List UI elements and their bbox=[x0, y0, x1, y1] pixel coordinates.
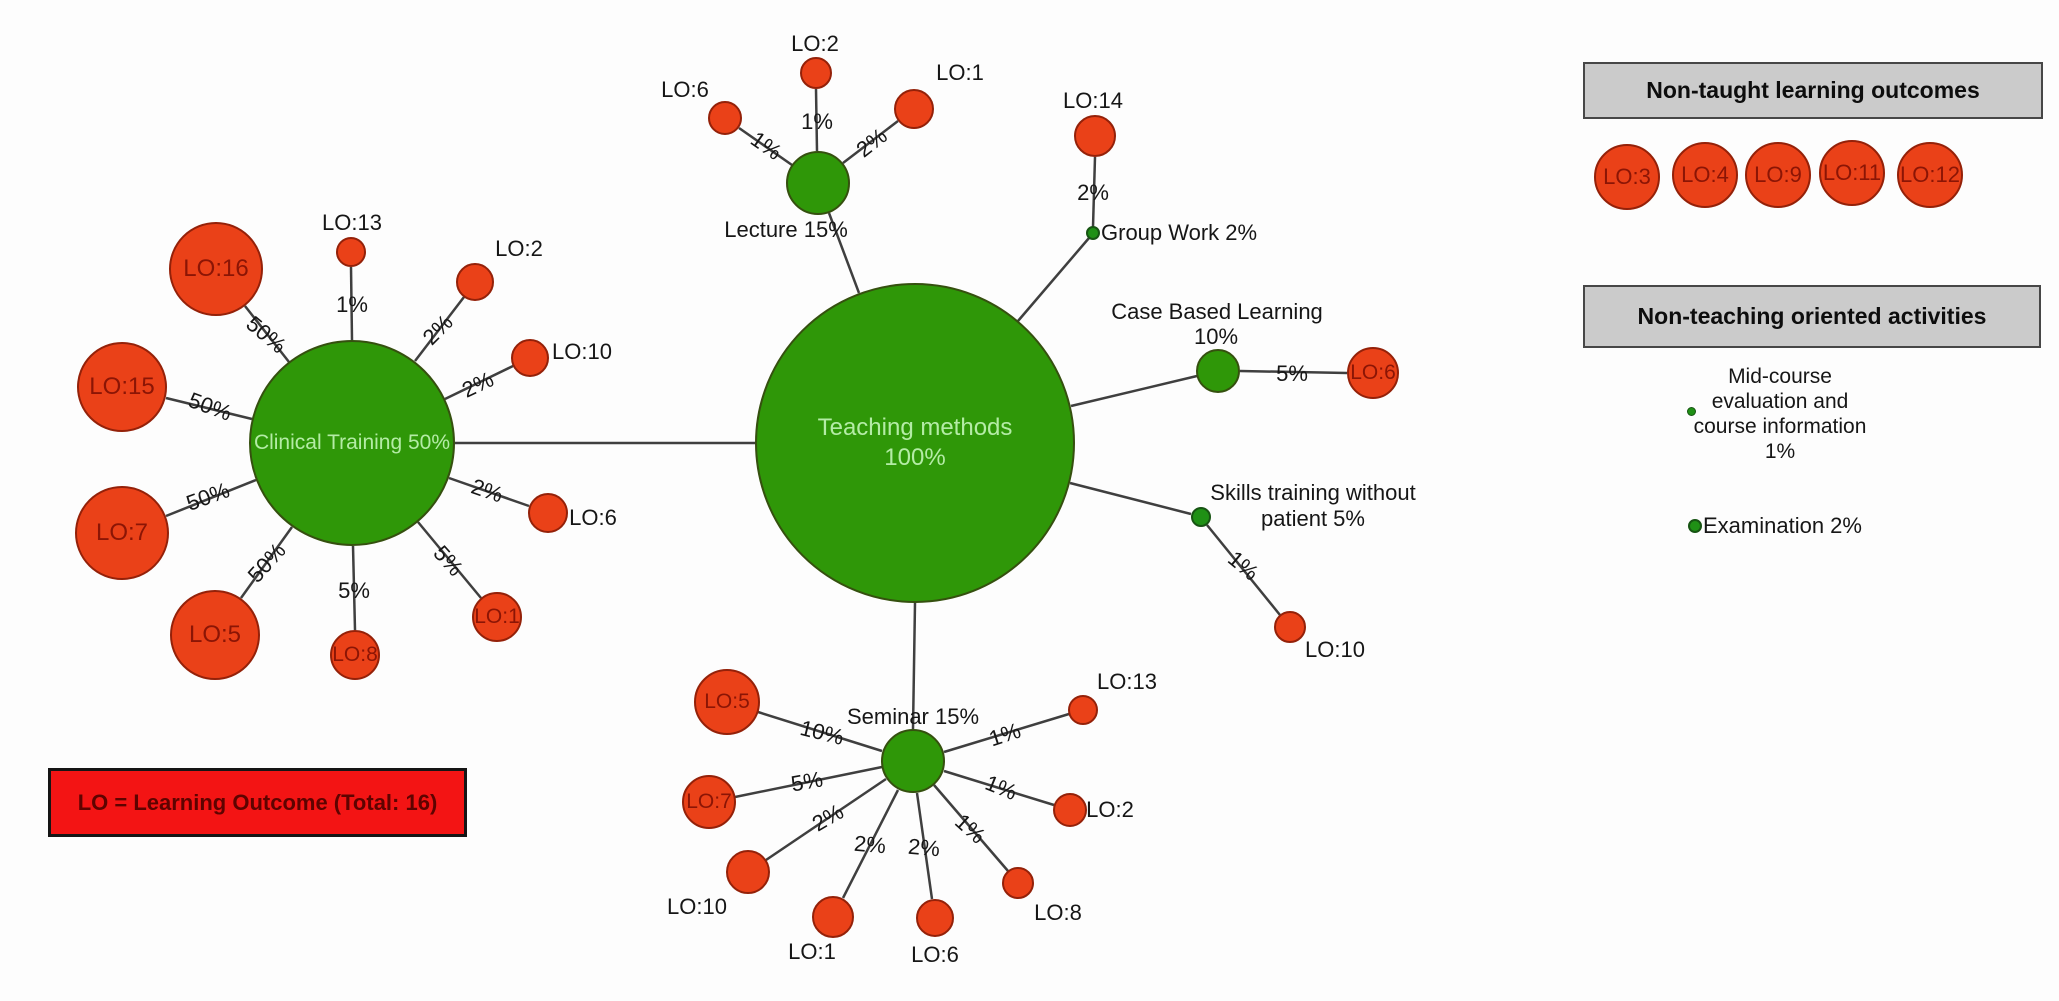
label-lecture-lo6: LO:6 bbox=[661, 77, 709, 102]
node-clinical-training: Clinical Training 50% bbox=[249, 340, 455, 546]
node-legend-lo4: LO:4 bbox=[1672, 142, 1738, 208]
node-clinical-lo1: LO:1 bbox=[472, 592, 522, 642]
node-lecture-lo6 bbox=[708, 101, 742, 135]
label-seminar: Seminar 15% bbox=[846, 704, 980, 729]
label-skills-line2: patient 5% bbox=[1261, 506, 1365, 531]
label-seminar-lo8: LO:8 bbox=[1034, 900, 1082, 925]
node-clinical-lo5: LO:5 bbox=[170, 590, 260, 680]
node-seminar-lo8 bbox=[1002, 867, 1034, 899]
midcourse-line3: course information bbox=[1693, 415, 1867, 438]
node-seminar-lo10 bbox=[726, 850, 770, 894]
node-skills-lo10 bbox=[1274, 611, 1306, 643]
node-legend-lo12: LO:12 bbox=[1897, 142, 1963, 208]
label-seminar-lo6: LO:6 bbox=[911, 942, 959, 967]
node-clinical-lo8: LO:8 bbox=[330, 630, 380, 680]
node-clinical-lo16: LO:16 bbox=[169, 222, 263, 316]
node-seminar-lo1 bbox=[812, 896, 854, 938]
label-examination: Examination 2% bbox=[1703, 513, 1862, 538]
label-clinical-lo13: LO:13 bbox=[322, 210, 382, 235]
legend-non-taught-header: Non-taught learning outcomes bbox=[1583, 62, 2043, 119]
label-lecture-lo1: LO:1 bbox=[936, 60, 984, 85]
edge-pct-seminar-lo7: 5% bbox=[789, 766, 825, 797]
edge-pct-groupwork-lo14: 2% bbox=[1077, 180, 1109, 205]
node-groupwork-lo14 bbox=[1074, 115, 1116, 157]
node-teaching-methods: Teaching methods 100% bbox=[755, 283, 1075, 603]
midcourse-line2: evaluation and bbox=[1711, 390, 1849, 413]
midcourse-line1: Mid-course bbox=[1728, 365, 1832, 388]
node-clinical-lo2 bbox=[456, 263, 494, 301]
node-lecture bbox=[786, 151, 850, 215]
node-seminar-lo13 bbox=[1068, 695, 1098, 725]
label-group-work: Group Work 2% bbox=[1101, 220, 1258, 245]
edge-pct-seminar-lo1: 2% bbox=[853, 830, 887, 859]
label-clinical-lo10: LO:10 bbox=[552, 339, 612, 364]
label-seminar-lo1: LO:1 bbox=[788, 939, 836, 964]
label-skills-line1: Skills training without bbox=[1210, 480, 1416, 505]
node-seminar bbox=[881, 729, 945, 793]
node-seminar-lo5: LO:5 bbox=[694, 669, 760, 735]
edge-pct-casebased-lo6: 5% bbox=[1276, 361, 1308, 386]
label-case-based-line2: 10% bbox=[1193, 324, 1239, 349]
edge-pct-lecture-lo2: 1% bbox=[801, 109, 833, 134]
node-clinical-lo7: LO:7 bbox=[75, 486, 169, 580]
node-legend-lo11: LO:11 bbox=[1819, 140, 1885, 206]
node-seminar-lo2 bbox=[1053, 793, 1087, 827]
node-clinical-lo6 bbox=[528, 493, 568, 533]
edge-pct-clinical-lo13: 1% bbox=[336, 292, 368, 317]
node-seminar-lo6 bbox=[916, 899, 954, 937]
edge-pct-seminar-lo6: 2% bbox=[907, 833, 941, 862]
midcourse-text: Mid-course evaluation and course informa… bbox=[1665, 364, 1895, 464]
note-box: LO = Learning Outcome (Total: 16) bbox=[48, 768, 467, 837]
label-case-based-line1: Case Based Learning bbox=[1111, 299, 1323, 324]
node-lecture-lo1 bbox=[894, 89, 934, 129]
label-seminar-lo10: LO:10 bbox=[667, 894, 727, 919]
label-lecture: Lecture 15% bbox=[724, 217, 848, 242]
label-seminar-lo2: LO:2 bbox=[1086, 797, 1134, 822]
examination-dot bbox=[1688, 519, 1702, 533]
label-skills-lo10: LO:10 bbox=[1305, 637, 1365, 662]
edge-pct-clinical-lo8: 5% bbox=[338, 578, 370, 603]
label-clinical-lo2: LO:2 bbox=[495, 236, 543, 261]
node-clinical-lo13 bbox=[336, 237, 366, 267]
midcourse-dot bbox=[1687, 407, 1696, 416]
node-legend-lo3: LO:3 bbox=[1594, 144, 1660, 210]
node-clinical-lo10 bbox=[511, 339, 549, 377]
legend-non-teaching-header: Non-teaching oriented activities bbox=[1583, 285, 2041, 348]
node-casebased-lo6: LO:6 bbox=[1347, 347, 1399, 399]
label-seminar-lo13: LO:13 bbox=[1097, 669, 1157, 694]
teaching-methods-line2: 100% bbox=[884, 444, 946, 471]
node-skills-dot bbox=[1191, 507, 1211, 527]
label-lecture-lo2: LO:2 bbox=[791, 31, 839, 56]
node-seminar-lo7: LO:7 bbox=[682, 775, 736, 829]
label-clinical-lo6: LO:6 bbox=[569, 505, 617, 530]
node-clinical-lo15: LO:15 bbox=[77, 342, 167, 432]
node-case-based-learning bbox=[1196, 349, 1240, 393]
midcourse-line4: 1% bbox=[1764, 440, 1796, 463]
teaching-methods-line1: Teaching methods bbox=[817, 414, 1013, 441]
label-groupwork-lo14: LO:14 bbox=[1063, 88, 1123, 113]
node-group-work-dot bbox=[1086, 226, 1100, 240]
node-legend-lo9: LO:9 bbox=[1745, 142, 1811, 208]
node-lecture-lo2 bbox=[800, 57, 832, 89]
teaching-methods-label: Teaching methods 100% bbox=[818, 413, 1013, 473]
